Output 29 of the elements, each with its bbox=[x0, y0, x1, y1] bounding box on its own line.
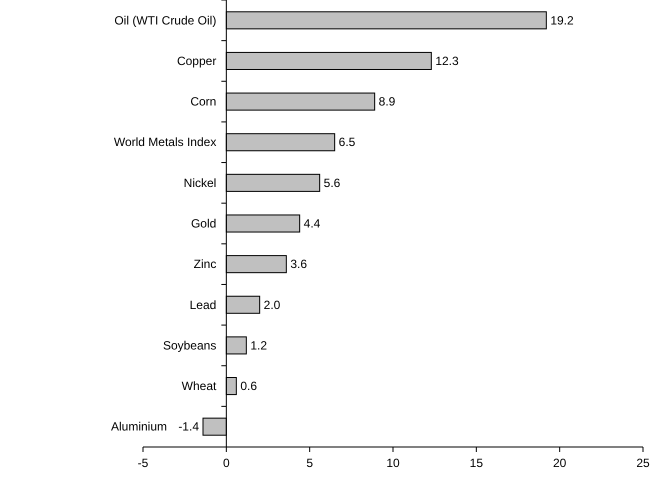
y-tick-label: Copper bbox=[176, 54, 216, 68]
x-tick-label: 15 bbox=[470, 456, 484, 470]
x-tick-label: 0 bbox=[222, 456, 230, 470]
y-tick-label: Oil (WTI Crude Oil) bbox=[114, 13, 216, 28]
data-label: 4.4 bbox=[304, 216, 321, 230]
data-label: 12.3 bbox=[435, 54, 460, 68]
y-tick-label: Corn bbox=[190, 94, 216, 109]
y-tick-label: Zinc bbox=[194, 257, 216, 272]
x-tick-label: 25 bbox=[636, 456, 650, 470]
data-label: 0.6 bbox=[240, 379, 258, 394]
x-tick-label: 5 bbox=[306, 456, 314, 470]
data-label: 5.6 bbox=[324, 176, 341, 190]
data-label: 6.5 bbox=[338, 135, 356, 150]
y-tick-label: Gold bbox=[190, 216, 216, 230]
data-label: 19.2 bbox=[550, 13, 574, 28]
data-label: 2.0 bbox=[264, 298, 281, 312]
y-tick-label: World Metals Index bbox=[114, 135, 216, 150]
x-tick-label: -5 bbox=[138, 456, 149, 470]
y-tick-label: Nickel bbox=[184, 176, 216, 190]
y-tick-label: Lead bbox=[190, 298, 216, 312]
y-tick-label: Soybeans bbox=[162, 338, 216, 352]
x-tick-label: 10 bbox=[386, 456, 400, 470]
data-label: -1.4 bbox=[178, 420, 200, 434]
y-tick-label: Aluminium bbox=[110, 420, 168, 434]
x-tick-label: 20 bbox=[552, 456, 567, 470]
data-label: 3.6 bbox=[290, 257, 308, 272]
data-label: 8.9 bbox=[378, 94, 396, 109]
y-tick-label: Wheat bbox=[182, 379, 217, 394]
data-label: 1.2 bbox=[250, 338, 268, 352]
